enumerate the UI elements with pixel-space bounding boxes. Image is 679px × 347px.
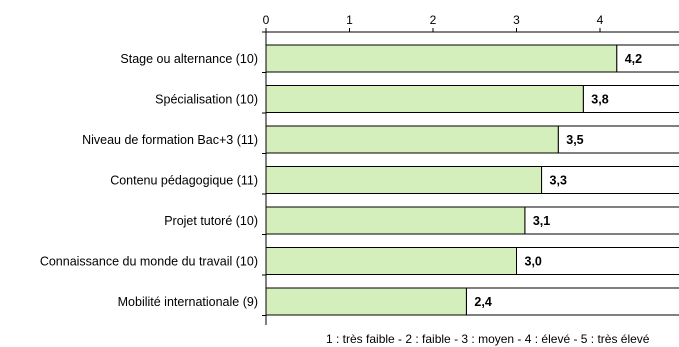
bar [265,44,618,73]
bar-remainder [465,287,679,316]
data-label: 4,2 [625,52,642,66]
bar [265,85,584,113]
data-label: 3,1 [533,214,550,228]
data-label: 3,0 [525,255,542,269]
data-label: 2,4 [474,295,491,309]
category-label: Niveau de formation Bac+3 (11) [82,133,258,147]
data-label: 3,8 [591,93,608,107]
x-tick-label: 0 [263,13,270,27]
bar-remainder [524,206,679,235]
bar [265,287,467,316]
category-label: Contenu pédagogique (11) [110,174,258,188]
x-tick-label: 3 [513,13,520,27]
data-label: 3,3 [550,174,567,188]
category-label: Mobilité internationale (9) [118,295,258,309]
x-tick-label: 1 [346,13,353,27]
category-label: Spécialisation (10) [155,93,258,107]
category-label: Projet tutoré (10) [164,214,258,228]
bar [265,247,517,275]
bar-remainder [541,166,679,194]
bar [265,206,526,235]
x-tick-label: 4 [597,13,604,27]
bar [265,125,559,154]
data-label: 3,5 [566,133,583,147]
bar [265,166,543,194]
bar-remainder [582,85,679,113]
category-label: Connaissance du monde du travail (10) [40,255,258,269]
category-label: Stage ou alternance (10) [120,52,258,66]
x-tick-label: 2 [430,13,437,27]
scale-footnote: 1 : très faible - 2 : faible - 3 : moyen… [326,332,650,346]
